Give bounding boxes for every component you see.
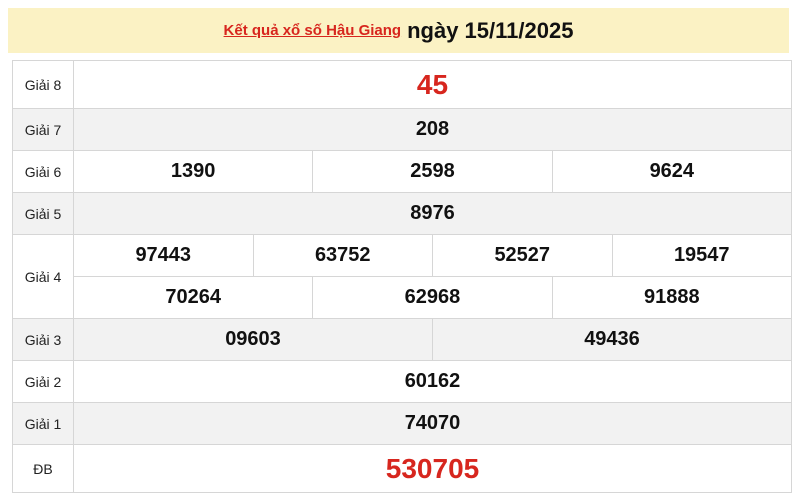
results-table: Giải 8 45 Giải 7 208 Giải 6 1390 2598 96… — [12, 60, 792, 493]
prize-label: Giải 5 — [12, 192, 74, 235]
prize-value: 208 — [415, 118, 450, 140]
special-prize-value: 530705 — [385, 452, 480, 484]
prize-value: 52527 — [432, 235, 612, 276]
row-giai-2: Giải 2 60162 — [12, 360, 792, 403]
row-giai-4: Giải 4 97443 63752 52527 19547 70264 629… — [12, 234, 792, 319]
prize-value: 1390 — [170, 160, 216, 182]
prize-value: 62968 — [312, 277, 551, 318]
prize-value: 60162 — [404, 370, 461, 392]
prize-value: 63752 — [252, 235, 433, 276]
prize-value: 19547 — [611, 235, 792, 276]
results-link[interactable]: Kết quả xổ số Hậu Giang — [223, 22, 402, 39]
row-giai-6: Giải 6 1390 2598 9624 — [12, 150, 792, 193]
prize-value: 9624 — [551, 151, 791, 192]
prize-value: 45 — [416, 68, 449, 100]
prize-label: Giải 3 — [12, 318, 74, 361]
prize-value: 97443 — [135, 244, 192, 266]
prize-value: 70264 — [165, 286, 221, 308]
prize-label: Giải 6 — [12, 150, 74, 193]
prize-value: 8976 — [410, 202, 455, 224]
row-giai-8: Giải 8 45 — [12, 60, 792, 109]
prize-label: Giải 2 — [12, 360, 74, 403]
prize-label: Giải 7 — [12, 108, 74, 151]
prize-value: 74070 — [404, 412, 461, 434]
row-giai-7: Giải 7 208 — [12, 108, 792, 151]
row-special: ĐB 530705 — [12, 444, 792, 493]
row-giai-3: Giải 3 09603 49436 — [12, 318, 792, 361]
prize-label: Giải 8 — [12, 60, 74, 109]
row-giai-1: Giải 1 74070 — [12, 402, 792, 445]
results-header: Kết quả xổ số Hậu Giang ngày 15/11/2025 — [8, 8, 789, 53]
prize-value: 91888 — [551, 277, 791, 318]
prize-label: ĐB — [12, 444, 74, 493]
row-giai-5: Giải 5 8976 — [12, 192, 792, 235]
prize-value: 2598 — [312, 151, 551, 192]
prize-value: 49436 — [432, 319, 791, 360]
results-date: ngày 15/11/2025 — [407, 17, 574, 43]
prize-label: Giải 4 — [12, 234, 74, 319]
prize-label: Giải 1 — [12, 402, 74, 445]
prize-value: 09603 — [225, 328, 281, 350]
